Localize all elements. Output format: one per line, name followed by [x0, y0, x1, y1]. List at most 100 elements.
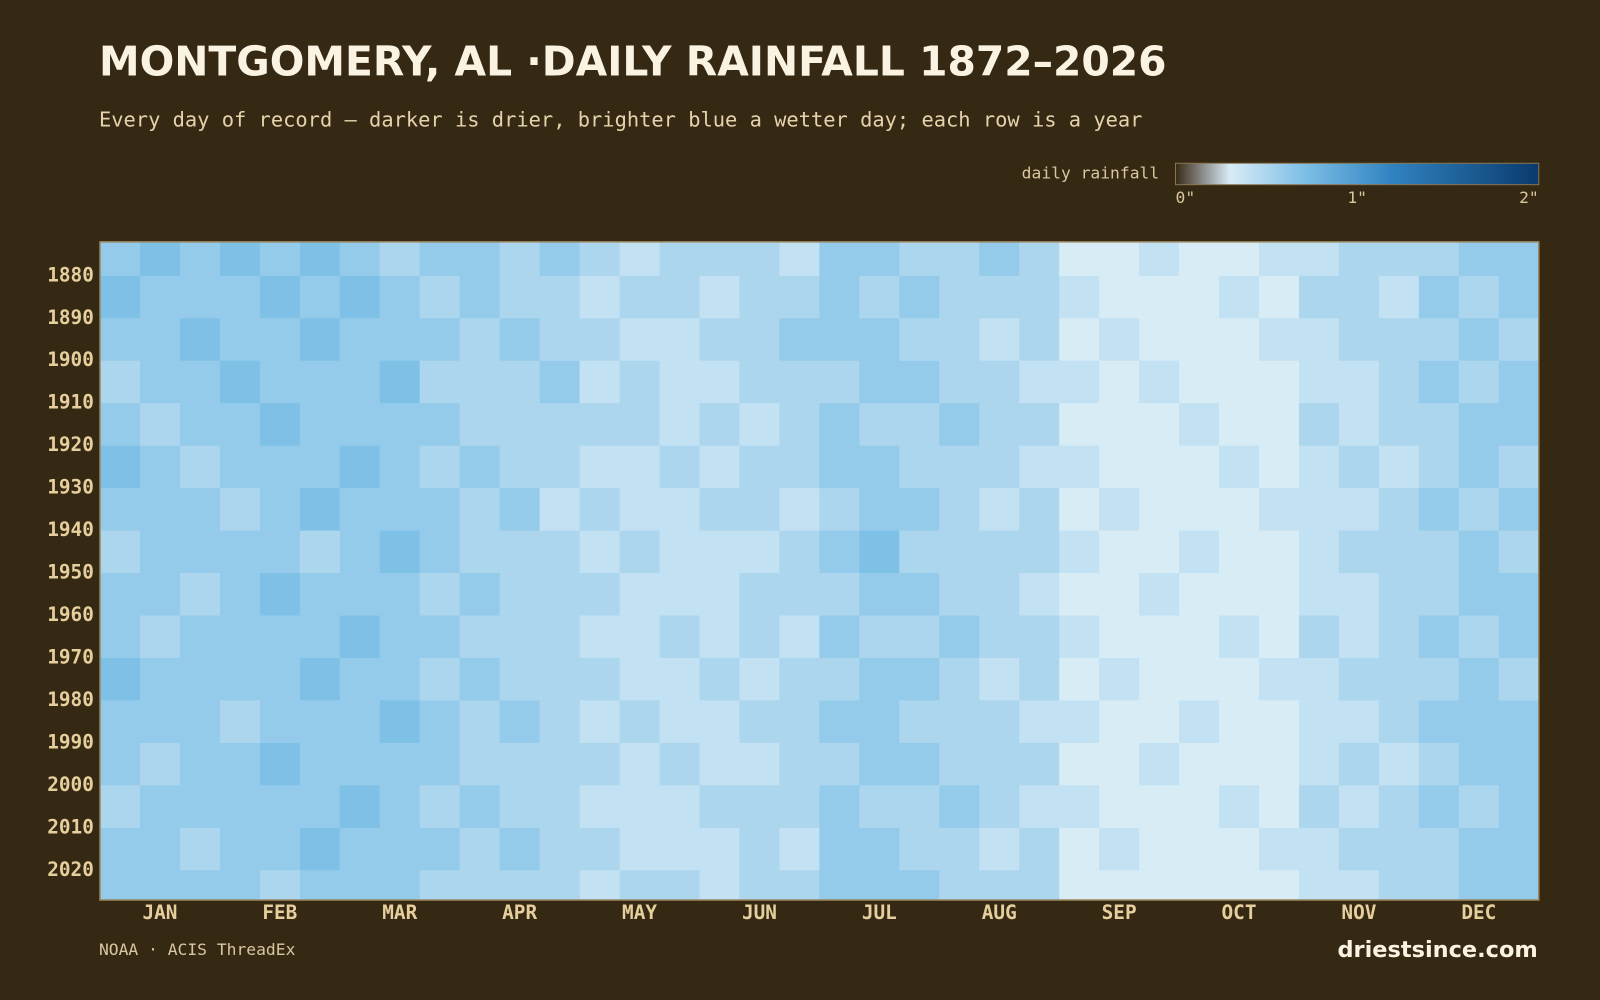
heatmap-cell [819, 657, 860, 701]
heatmap-cell [819, 785, 860, 829]
x-tick-label: FEB [262, 901, 297, 924]
heatmap-cell [539, 360, 581, 404]
heatmap-cell [299, 360, 341, 404]
heatmap-cell [339, 657, 381, 701]
heatmap-cell [1139, 657, 1180, 701]
heatmap-cell [1059, 241, 1100, 277]
heatmap-cell [739, 700, 780, 744]
heatmap-cell [1378, 615, 1420, 659]
heatmap-cell [779, 573, 820, 617]
heatmap-cell [100, 488, 141, 532]
heatmap-cell [499, 403, 541, 447]
heatmap-cell [1179, 573, 1220, 617]
heatmap-cell [1298, 488, 1340, 532]
heatmap-cell [339, 573, 381, 617]
heatmap-cell [219, 360, 261, 404]
heatmap-cell [339, 360, 381, 404]
heatmap-cell [100, 241, 141, 277]
heatmap-cell [499, 657, 541, 701]
heatmap-cell [659, 275, 700, 319]
heatmap-cell [1099, 785, 1140, 829]
heatmap-cell [179, 488, 221, 532]
heatmap-cell [939, 657, 980, 701]
heatmap-cell [659, 870, 700, 901]
heatmap-cell [1179, 488, 1220, 532]
heatmap-cell [1338, 573, 1380, 617]
heatmap-cell [539, 615, 581, 659]
heatmap-cell [379, 318, 421, 362]
heatmap-cell [899, 615, 940, 659]
heatmap-cell [379, 700, 421, 744]
heatmap-cell [979, 657, 1020, 701]
heatmap-cell [979, 700, 1020, 744]
heatmap-cell [1259, 573, 1300, 617]
heatmap-cell [1298, 742, 1340, 786]
heatmap-cell [1458, 742, 1500, 786]
heatmap-cell [1059, 615, 1100, 659]
heatmap-cell [459, 241, 501, 277]
heatmap-cell [819, 742, 860, 786]
heatmap-cell [619, 488, 661, 532]
heatmap-cell [899, 275, 940, 319]
heatmap-cell [1259, 318, 1300, 362]
heatmap-cell [659, 742, 700, 786]
heatmap-cell [259, 241, 301, 277]
heatmap-cell [179, 403, 221, 447]
heatmap-cell [499, 700, 541, 744]
heatmap-cell [1099, 742, 1140, 786]
heatmap-cell [1498, 827, 1540, 871]
heatmap-cell [1179, 403, 1220, 447]
heatmap-cell [219, 241, 261, 277]
heatmap-cell [1139, 615, 1180, 659]
heatmap [100, 241, 1540, 901]
heatmap-cell [1458, 275, 1500, 319]
heatmap-cell [379, 275, 421, 319]
heatmap-cell [100, 275, 141, 319]
heatmap-cell [1378, 275, 1420, 319]
heatmap-cell [579, 700, 621, 744]
heatmap-cell [139, 241, 181, 277]
y-tick-label: 1950 [47, 561, 94, 584]
heatmap-cell [339, 275, 381, 319]
heatmap-cell [979, 318, 1020, 362]
heatmap-cell [1378, 573, 1420, 617]
heatmap-cell [579, 403, 621, 447]
heatmap-cell [619, 615, 661, 659]
heatmap-cell [1099, 573, 1140, 617]
heatmap-cell [100, 827, 141, 871]
heatmap-cell [1059, 573, 1100, 617]
heatmap-cell [1418, 657, 1460, 701]
heatmap-cell [779, 445, 820, 489]
heatmap-cell [739, 827, 780, 871]
heatmap-cell [259, 445, 301, 489]
heatmap-cell [979, 488, 1020, 532]
heatmap-cell [539, 318, 581, 362]
heatmap-cell [1219, 657, 1260, 701]
heatmap-cell [1139, 360, 1180, 404]
heatmap-cell [819, 360, 860, 404]
heatmap-cell [1259, 785, 1300, 829]
heatmap-cell [379, 573, 421, 617]
heatmap-cell [539, 488, 581, 532]
heatmap-cell [459, 827, 501, 871]
heatmap-cell [539, 241, 581, 277]
heatmap-cell [739, 573, 780, 617]
heatmap-cell [979, 615, 1020, 659]
heatmap-cell [579, 657, 621, 701]
heatmap-cell [699, 488, 740, 532]
heatmap-cell [1019, 530, 1060, 574]
heatmap-cell [819, 403, 860, 447]
heatmap-cell [419, 241, 461, 277]
y-tick-label: 1980 [47, 688, 94, 711]
heatmap-cell [1219, 573, 1260, 617]
heatmap-cell [299, 573, 341, 617]
heatmap-cell [1259, 360, 1300, 404]
heatmap-cell [1498, 241, 1540, 277]
heatmap-cell [419, 530, 461, 574]
y-tick-label: 2010 [47, 815, 94, 838]
colorbar [1175, 162, 1540, 186]
heatmap-cell [459, 657, 501, 701]
heatmap-cell [1099, 657, 1140, 701]
heatmap-cell [219, 275, 261, 319]
heatmap-cell [1498, 700, 1540, 744]
